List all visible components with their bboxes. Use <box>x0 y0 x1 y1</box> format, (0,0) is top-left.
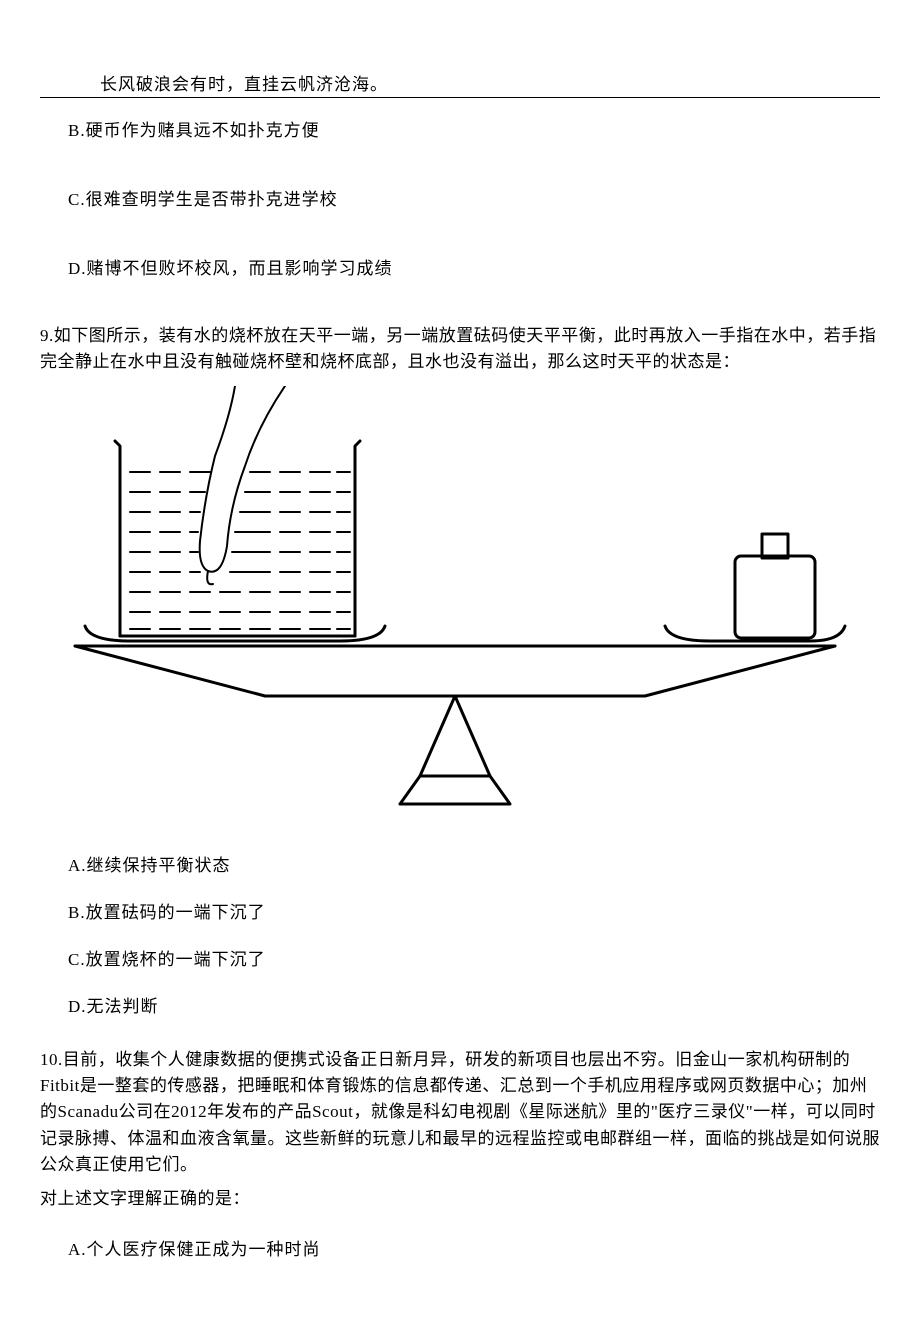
q8-option-c: C.很难查明学生是否带扑克进学校 <box>68 185 880 210</box>
q10-stem: 10.目前，收集个人健康数据的便携式设备正日新月异，研发的新项目也层出不穷。旧金… <box>40 1047 880 1179</box>
q8-option-b: B.硬币作为赌具远不如扑克方便 <box>68 116 880 141</box>
header-divider <box>40 97 880 98</box>
q9-option-d: D.无法判断 <box>68 992 880 1017</box>
q9-stem: 9.如下图所示，装有水的烧杯放在天平一端，另一端放置砝码使天平平衡，此时再放入一… <box>40 323 880 376</box>
q9-option-b: B.放置砝码的一端下沉了 <box>68 898 880 923</box>
q10-option-a: A.个人医疗保健正成为一种时尚 <box>68 1235 880 1260</box>
balance-svg <box>40 386 880 816</box>
q10-prompt: 对上述文字理解正确的是： <box>40 1186 880 1212</box>
header-quote: 长风破浪会有时，直挂云帆济沧海。 <box>100 70 880 95</box>
balance-diagram <box>40 386 880 821</box>
q8-option-d: D.赌博不但败坏校风，而且影响学习成绩 <box>68 254 880 279</box>
q9-option-a: A.继续保持平衡状态 <box>68 851 880 876</box>
q9-option-c: C.放置烧杯的一端下沉了 <box>68 945 880 970</box>
